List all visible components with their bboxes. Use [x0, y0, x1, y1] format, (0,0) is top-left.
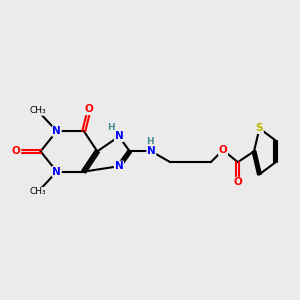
Text: O: O	[85, 104, 94, 115]
Text: S: S	[256, 123, 263, 134]
Text: N: N	[147, 146, 156, 156]
Text: H: H	[146, 136, 154, 146]
Text: N: N	[52, 126, 61, 136]
Text: CH₃: CH₃	[30, 188, 46, 196]
Text: N: N	[115, 131, 123, 142]
Text: CH₃: CH₃	[30, 106, 46, 115]
Text: O: O	[219, 145, 227, 155]
Text: N: N	[52, 167, 61, 177]
Text: O: O	[12, 146, 21, 156]
Text: O: O	[233, 177, 242, 188]
Text: N: N	[115, 161, 123, 171]
Text: H: H	[107, 122, 115, 131]
